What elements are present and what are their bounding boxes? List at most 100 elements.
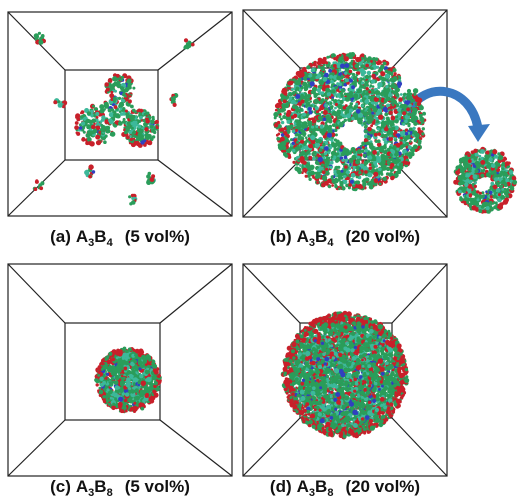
atom: [293, 92, 296, 95]
atom: [312, 119, 317, 124]
atom: [76, 132, 79, 135]
atom: [466, 173, 470, 177]
atom: [296, 141, 299, 144]
atom: [485, 151, 489, 155]
atom: [321, 98, 325, 102]
atom: [275, 109, 278, 112]
atom: [314, 61, 317, 64]
atom: [413, 88, 418, 93]
atom: [102, 129, 106, 133]
atom: [386, 132, 389, 135]
atom: [95, 112, 99, 116]
atom: [297, 160, 300, 163]
atom: [325, 142, 328, 145]
atom: [470, 200, 474, 204]
atom: [407, 92, 412, 97]
atom: [367, 172, 372, 177]
atom: [146, 354, 150, 358]
atom: [284, 89, 287, 92]
atom: [280, 118, 283, 121]
atom: [135, 396, 140, 401]
atom: [299, 164, 302, 167]
atom: [400, 93, 403, 96]
atom: [470, 156, 473, 159]
atom: [106, 388, 109, 391]
atom: [482, 195, 485, 198]
atom: [302, 113, 306, 117]
atom: [308, 118, 311, 121]
atom: [369, 143, 374, 148]
atom: [120, 107, 123, 110]
atom: [489, 157, 493, 161]
atom: [498, 155, 503, 160]
atom: [387, 80, 390, 83]
atom: [395, 93, 399, 97]
atom: [491, 164, 496, 169]
atom: [308, 156, 312, 160]
atom: [334, 185, 338, 189]
atom: [334, 166, 338, 170]
atom: [121, 370, 124, 373]
atom: [493, 170, 497, 174]
atom: [349, 91, 353, 95]
atom: [374, 133, 378, 137]
atom: [74, 125, 79, 130]
atom: [308, 75, 311, 78]
atom: [364, 170, 368, 174]
atom: [134, 135, 137, 138]
atom: [118, 404, 122, 408]
atom: [302, 67, 306, 71]
atom: [363, 111, 368, 116]
atom: [331, 105, 334, 108]
atom: [384, 127, 389, 132]
atom: [337, 174, 342, 179]
atom: [357, 71, 361, 75]
atom: [467, 153, 471, 157]
atom: [371, 99, 374, 102]
atom: [80, 115, 84, 119]
atom: [115, 375, 120, 380]
atom: [137, 110, 140, 113]
atom: [126, 79, 131, 84]
atom: [274, 116, 277, 119]
atom: [304, 152, 308, 156]
atom: [104, 102, 109, 107]
atom: [408, 145, 412, 149]
atom: [321, 66, 325, 70]
atom: [373, 108, 378, 113]
atom: [415, 133, 420, 138]
atom: [81, 110, 85, 114]
atom: [282, 115, 286, 119]
atom: [327, 92, 331, 96]
atom: [297, 81, 302, 86]
atom: [132, 87, 135, 90]
atom: [276, 137, 280, 141]
atom: [503, 157, 506, 160]
atom: [311, 90, 315, 94]
atom: [327, 133, 332, 138]
atom: [99, 394, 102, 397]
atom: [152, 390, 156, 394]
atom: [415, 98, 419, 102]
atom: [343, 147, 347, 151]
atom: [370, 60, 373, 63]
atom: [377, 139, 381, 143]
atom: [313, 151, 317, 155]
atom: [129, 374, 133, 378]
atom: [501, 188, 504, 191]
atom: [414, 139, 418, 143]
atom: [506, 188, 509, 191]
atom: [118, 397, 123, 402]
atom: [379, 148, 383, 152]
atom: [494, 155, 498, 159]
atom: [125, 112, 129, 116]
atom: [412, 127, 415, 130]
atom: [358, 78, 361, 81]
atom: [382, 177, 386, 181]
atom: [152, 135, 155, 138]
atom: [401, 119, 404, 122]
atom: [122, 107, 126, 111]
atom: [353, 162, 356, 165]
atom: [329, 117, 332, 120]
atom: [123, 118, 126, 121]
